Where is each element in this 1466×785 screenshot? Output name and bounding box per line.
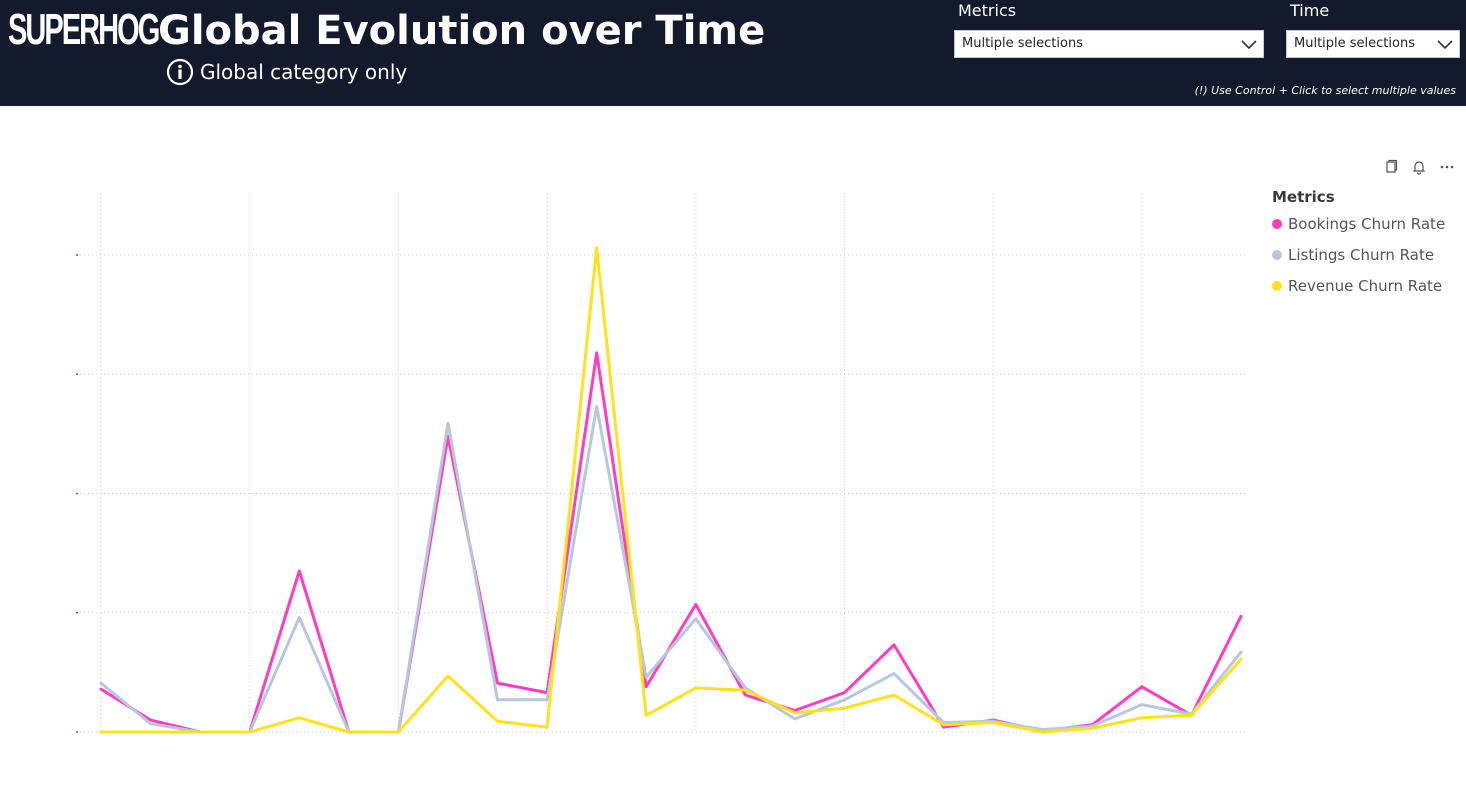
report-header: SUPERHOG Global Evolution over Time Glob… xyxy=(0,0,1466,106)
metrics-filter-label: Metrics xyxy=(958,1,1017,20)
legend-item-bookings-churn-rate[interactable]: Bookings Churn Rate xyxy=(1272,208,1445,239)
page-subtitle: Global category only xyxy=(166,58,407,86)
bell-icon[interactable] xyxy=(1410,158,1428,176)
series-line-listings-churn-rate xyxy=(99,404,1243,734)
page-title: Global Evolution over Time xyxy=(158,8,766,54)
time-dropdown-value: Multiple selections xyxy=(1294,36,1415,51)
legend-item-revenue-churn-rate[interactable]: Revenue Churn Rate xyxy=(1272,270,1445,301)
series-line-bookings-churn-rate xyxy=(99,351,1243,734)
legend-dot xyxy=(1272,280,1282,291)
subtitle-text: Global category only xyxy=(200,60,408,84)
copy-icon[interactable] xyxy=(1382,158,1400,176)
chevron-down-icon xyxy=(1241,40,1257,50)
legend-title: Metrics xyxy=(1272,188,1335,206)
legend-item-listings-churn-rate[interactable]: Listings Churn Rate xyxy=(1272,239,1445,270)
legend-label: Listings Churn Rate xyxy=(1288,245,1435,264)
time-dropdown[interactable]: Multiple selections xyxy=(1286,30,1460,58)
info-icon[interactable] xyxy=(166,58,194,86)
brand-logo: SUPERHOG xyxy=(8,5,160,54)
metrics-dropdown-value: Multiple selections xyxy=(962,36,1083,51)
time-filter-label: Time xyxy=(1290,1,1330,20)
series-line-revenue-churn-rate xyxy=(99,246,1243,734)
chart-legend: Metrics Bookings Churn Rate Listings Chu… xyxy=(1272,186,1445,301)
multi-select-hint: (!) Use Control + Click to select multip… xyxy=(1194,84,1456,97)
chevron-down-icon xyxy=(1437,40,1453,50)
more-options-icon[interactable] xyxy=(1438,158,1456,176)
metrics-dropdown[interactable]: Multiple selections xyxy=(954,30,1264,58)
legend-dot xyxy=(1272,218,1282,229)
legend-label: Bookings Churn Rate xyxy=(1288,214,1446,233)
visual-header-icons xyxy=(1382,158,1456,176)
legend-label: Revenue Churn Rate xyxy=(1288,276,1443,295)
legend-dot xyxy=(1272,249,1282,260)
